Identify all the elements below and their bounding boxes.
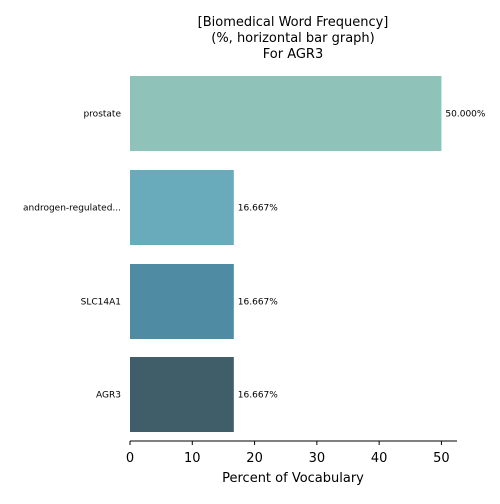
- bar-1: [130, 170, 234, 245]
- x-ticks: 0 10 20 30 40 50: [126, 441, 450, 466]
- category-labels: prostate androgen-regulated... SLC14A1 AGR3: [23, 110, 121, 401]
- x-tick-label-2: 20: [246, 451, 263, 466]
- value-label-0: 50.000%: [445, 110, 485, 120]
- category-label-1: androgen-regulated...: [23, 204, 121, 214]
- chart-title-line-1: [Biomedical Word Frequency]: [198, 15, 389, 30]
- value-labels: 50.000% 16.667% 16.667% 16.667%: [238, 110, 486, 401]
- chart-title-line-3: For AGR3: [263, 47, 324, 62]
- x-tick-label-5: 50: [433, 451, 450, 466]
- x-axis: 0 10 20 30 40 50 Percent of Vocabulary: [126, 440, 457, 486]
- x-tick-label-0: 0: [126, 451, 134, 466]
- x-tick-label-1: 10: [184, 451, 201, 466]
- bar-3: [130, 357, 234, 432]
- category-label-3: AGR3: [96, 391, 121, 401]
- value-label-1: 16.667%: [238, 204, 278, 214]
- category-label-2: SLC14A1: [81, 298, 121, 308]
- value-label-3: 16.667%: [238, 391, 278, 401]
- bars-layer: [130, 76, 442, 432]
- x-tick-label-3: 30: [309, 451, 326, 466]
- x-tick-label-4: 40: [371, 451, 388, 466]
- chart-title: [Biomedical Word Frequency] (%, horizont…: [198, 15, 389, 62]
- bar-0: [130, 76, 442, 151]
- x-axis-label: Percent of Vocabulary: [222, 471, 364, 486]
- category-label-0: prostate: [83, 110, 121, 120]
- chart-title-line-2: (%, horizontal bar graph): [211, 31, 374, 46]
- value-label-2: 16.667%: [238, 298, 278, 308]
- bar-2: [130, 264, 234, 339]
